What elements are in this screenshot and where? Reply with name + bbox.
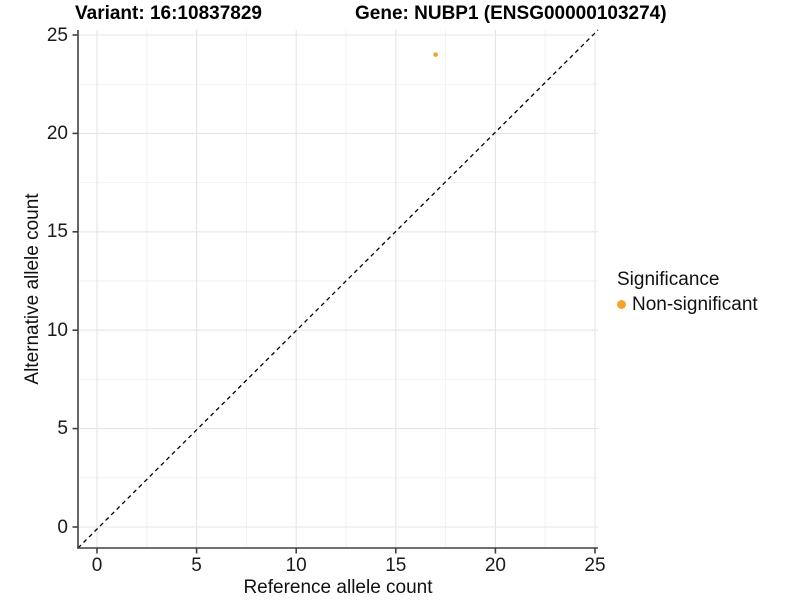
axis-lines — [77, 30, 598, 549]
y-axis-title: Alternative allele count — [22, 193, 43, 385]
y-tick-label: 25 — [46, 24, 68, 46]
legend: Significance Non-significant — [617, 269, 758, 315]
x-tick-label: 0 — [91, 555, 103, 576]
legend-item-label: Non-significant — [632, 294, 758, 315]
title-gene: Gene: NUBP1 (ENSG00000103274) — [355, 3, 667, 24]
y-tick-label: 20 — [46, 122, 68, 144]
x-tick-label: 20 — [484, 555, 506, 576]
data-point — [433, 52, 438, 57]
y-tick-label: 0 — [57, 516, 68, 538]
gridlines-minor — [78, 30, 598, 548]
legend-item-non-significant: Non-significant — [617, 294, 758, 315]
data-points — [433, 52, 438, 57]
x-tick-label: 25 — [584, 555, 606, 576]
identity-dashed-line — [77, 29, 599, 549]
x-tick-label: 10 — [285, 555, 307, 576]
x-tick-label: 5 — [191, 555, 202, 576]
y-tick-label: 10 — [46, 319, 68, 341]
x-axis-title: Reference allele count — [243, 577, 433, 598]
title-variant: Variant: 16:10837829 — [75, 3, 262, 24]
x-tick-label: 15 — [385, 555, 407, 576]
y-tick-label: 5 — [57, 418, 68, 440]
y-tick-label: 15 — [46, 221, 68, 243]
gridlines-major — [78, 30, 598, 548]
legend-key-dot-icon — [617, 300, 626, 309]
legend-title: Significance — [617, 269, 720, 290]
axis-tick-marks — [72, 34, 596, 554]
